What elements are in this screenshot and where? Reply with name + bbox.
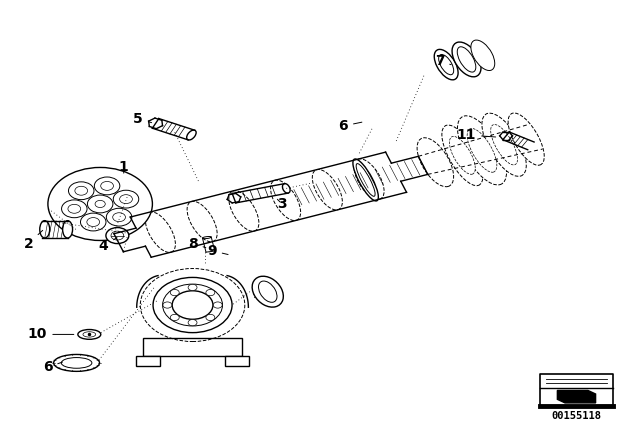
Ellipse shape bbox=[153, 277, 232, 332]
Circle shape bbox=[113, 190, 139, 208]
Ellipse shape bbox=[187, 130, 196, 140]
Ellipse shape bbox=[457, 47, 476, 72]
Ellipse shape bbox=[61, 358, 92, 368]
Circle shape bbox=[170, 289, 179, 296]
Ellipse shape bbox=[202, 237, 211, 239]
Circle shape bbox=[163, 302, 172, 308]
Ellipse shape bbox=[63, 221, 72, 238]
Ellipse shape bbox=[508, 113, 544, 165]
Circle shape bbox=[106, 228, 129, 244]
Circle shape bbox=[61, 200, 87, 218]
Ellipse shape bbox=[163, 284, 223, 326]
Ellipse shape bbox=[435, 49, 458, 80]
Text: 7: 7 bbox=[435, 54, 451, 68]
Bar bbox=[225, 356, 249, 366]
Text: 5: 5 bbox=[133, 112, 152, 126]
Ellipse shape bbox=[172, 291, 213, 319]
Circle shape bbox=[81, 213, 106, 231]
Ellipse shape bbox=[442, 125, 483, 185]
Text: 00155118: 00155118 bbox=[552, 411, 602, 421]
Circle shape bbox=[68, 182, 94, 200]
Ellipse shape bbox=[282, 184, 290, 193]
Text: 3: 3 bbox=[277, 197, 287, 211]
Text: 6: 6 bbox=[43, 360, 63, 375]
Polygon shape bbox=[557, 391, 596, 403]
Ellipse shape bbox=[356, 164, 375, 196]
Text: 10: 10 bbox=[28, 327, 74, 341]
Circle shape bbox=[170, 314, 179, 321]
Text: 4: 4 bbox=[99, 237, 117, 253]
Ellipse shape bbox=[467, 129, 497, 172]
Text: 1: 1 bbox=[119, 160, 129, 174]
Text: 6: 6 bbox=[339, 119, 362, 133]
Text: 8: 8 bbox=[188, 237, 206, 250]
Circle shape bbox=[106, 208, 132, 226]
Circle shape bbox=[88, 195, 113, 213]
FancyBboxPatch shape bbox=[143, 338, 242, 356]
Ellipse shape bbox=[259, 281, 277, 302]
Circle shape bbox=[48, 168, 152, 241]
Ellipse shape bbox=[452, 42, 481, 77]
Text: 2: 2 bbox=[24, 230, 43, 250]
Circle shape bbox=[188, 284, 197, 291]
Circle shape bbox=[94, 177, 120, 195]
Ellipse shape bbox=[458, 116, 506, 185]
Circle shape bbox=[206, 314, 215, 321]
Ellipse shape bbox=[491, 125, 518, 165]
Ellipse shape bbox=[353, 159, 378, 201]
Ellipse shape bbox=[482, 113, 526, 177]
Ellipse shape bbox=[449, 136, 476, 174]
Ellipse shape bbox=[252, 276, 284, 307]
Ellipse shape bbox=[471, 40, 495, 70]
Bar bbox=[136, 356, 160, 366]
Ellipse shape bbox=[78, 330, 100, 339]
Ellipse shape bbox=[438, 55, 454, 75]
Circle shape bbox=[188, 319, 197, 326]
Circle shape bbox=[206, 289, 215, 296]
Ellipse shape bbox=[417, 138, 454, 187]
Text: 11: 11 bbox=[456, 128, 495, 142]
Ellipse shape bbox=[527, 142, 535, 150]
Ellipse shape bbox=[40, 221, 50, 238]
Circle shape bbox=[213, 302, 222, 308]
Ellipse shape bbox=[54, 354, 100, 371]
Text: 9: 9 bbox=[207, 244, 228, 258]
